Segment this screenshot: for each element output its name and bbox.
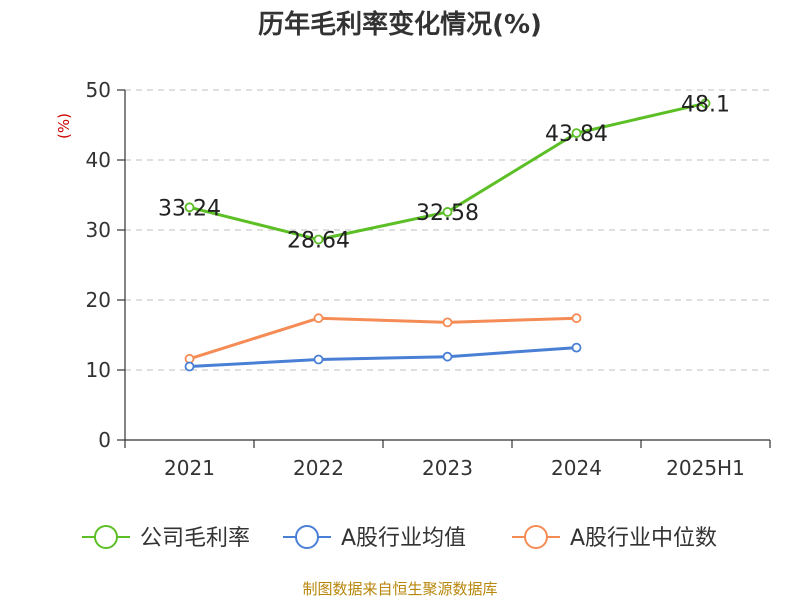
data-point (184, 353, 195, 364)
series-line (189, 346, 577, 368)
data-point (313, 234, 324, 245)
data-label: 33.24 (158, 196, 221, 221)
x-tick-label: 2021 (164, 456, 215, 480)
legend-item[interactable]: 公司毛利率 (82, 525, 250, 551)
data-point (442, 317, 453, 328)
data-point (313, 354, 324, 365)
data-point (442, 207, 453, 217)
series-line (189, 316, 577, 361)
axes: 0 10 20 30 40 50 2021 2022 2023 2024 2025H1 (86, 78, 771, 480)
data-point (442, 351, 453, 362)
series-1 (184, 342, 582, 372)
data-point (184, 361, 195, 372)
data-label: 48.1 (681, 92, 730, 117)
x-tick-label: 2025H1 (666, 456, 745, 480)
y-tick-label: 0 (98, 428, 111, 452)
y-tick-label: 20 (86, 288, 111, 312)
grid-lines (125, 89, 770, 371)
legend-label: A股行业中位数 (570, 526, 717, 551)
data-point (571, 128, 582, 139)
data-label: 43.84 (545, 122, 608, 147)
data-point (571, 342, 582, 353)
x-tick-label: 2022 (293, 456, 344, 480)
data-point (313, 313, 324, 324)
series-group: 33.24 28.64 32.58 43.84 48.1 (158, 92, 730, 372)
data-point (700, 98, 711, 109)
legend-label: 公司毛利率 (140, 526, 250, 551)
legend: 公司毛利率 A股行业均值 A股行业中位数 (82, 525, 717, 551)
x-tick-label: 2023 (422, 456, 473, 480)
y-tick-label: 30 (86, 218, 111, 242)
x-tick-label: 2024 (551, 456, 602, 480)
series-0: 33.24 28.64 32.58 43.84 48.1 (158, 92, 730, 253)
y-axis-unit: (%) (55, 113, 73, 139)
series-2 (184, 313, 582, 364)
y-tick-label: 50 (86, 78, 111, 102)
source-note: 制图数据来自恒生聚源数据库 (302, 580, 497, 598)
y-tick-label: 40 (86, 148, 111, 172)
legend-marker (94, 525, 118, 549)
data-label: 32.58 (416, 201, 479, 226)
chart-title: 历年毛利率变化情况(%) (258, 9, 542, 40)
legend-item[interactable]: A股行业中位数 (512, 525, 717, 551)
data-point (571, 313, 582, 324)
legend-label: A股行业均值 (341, 526, 466, 551)
data-label: 28.64 (287, 229, 350, 254)
legend-marker (524, 525, 548, 549)
data-point (184, 202, 195, 213)
legend-marker (295, 525, 319, 549)
y-tick-label: 10 (86, 358, 111, 382)
legend-item[interactable]: A股行业均值 (283, 525, 466, 551)
